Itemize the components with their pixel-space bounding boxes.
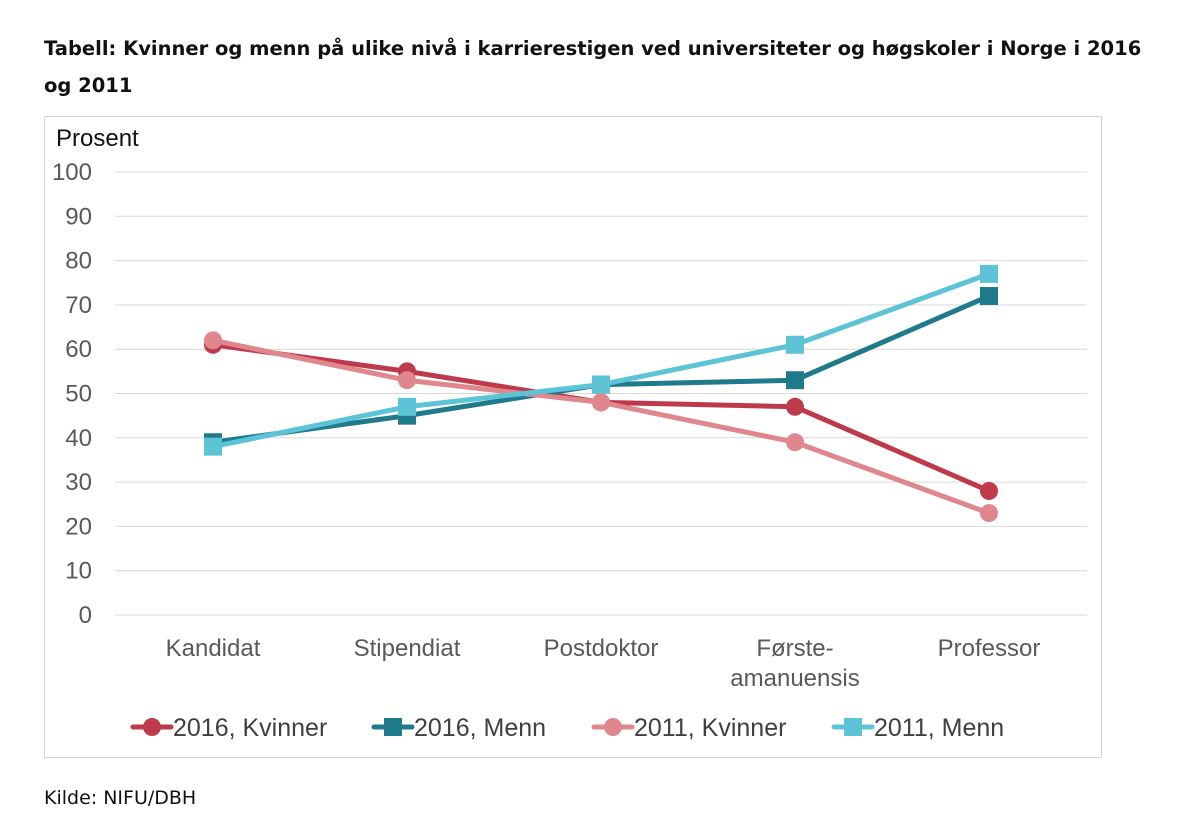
series-lines [204, 264, 998, 523]
source-note: Kilde: NIFU/DBH [44, 787, 197, 809]
legend-item: 2011, Kvinner [591, 714, 786, 742]
y-tick-label: 80 [65, 248, 92, 275]
chart-frame [44, 116, 1102, 758]
data-point [398, 397, 416, 416]
legend-item: 2016, Kvinner [130, 714, 327, 742]
data-point [786, 335, 804, 354]
x-axis-ticks: Kandidat Stipendiat Postdoktor Første-amanu… [166, 635, 1041, 692]
data-point [980, 264, 998, 283]
legend-marker [844, 718, 862, 736]
y-axis-title: Prosent [56, 125, 139, 152]
x-tick-label: Første- [756, 635, 833, 662]
x-tick-label: Stipendiat [354, 635, 461, 662]
x-tick-label: amanuensis [730, 665, 859, 692]
data-point [980, 481, 998, 500]
data-point [204, 437, 222, 456]
y-tick-label: 60 [65, 336, 92, 363]
legend-item: 2016, Menn [371, 714, 546, 742]
series-line [204, 264, 998, 456]
legend-label: 2011, Menn [874, 714, 1004, 742]
page-title: Tabell: Kvinner og menn på ulike nivå i … [44, 37, 1142, 97]
series-line [204, 331, 998, 523]
data-point [980, 504, 998, 523]
y-tick-label: 90 [65, 203, 92, 230]
y-tick-label: 20 [65, 513, 92, 540]
y-tick-label: 10 [65, 558, 92, 585]
y-tick-label: 0 [79, 602, 92, 629]
data-point [786, 433, 804, 452]
legend-marker [604, 718, 622, 736]
legend-label: 2016, Menn [414, 714, 546, 742]
y-tick-label: 30 [65, 469, 92, 496]
legend-item: 2011, Menn [831, 714, 1004, 742]
y-tick-label: 40 [65, 425, 92, 452]
data-point [980, 287, 998, 306]
legend-label: 2016, Kvinner [173, 714, 327, 742]
x-tick-label: Kandidat [166, 635, 261, 662]
y-tick-label: 100 [52, 159, 92, 186]
y-tick-label: 50 [65, 381, 92, 408]
data-point [786, 371, 804, 390]
legend-marker [384, 718, 402, 736]
legend-marker [143, 718, 161, 736]
y-axis-ticks: 0 10 20 30 40 50 60 70 80 90 100 [52, 159, 92, 629]
legend-label: 2011, Kvinner [634, 714, 786, 742]
data-point [592, 393, 610, 412]
legend: 2016, Kvinner 2016, Menn 2011, Kvinner 2011… [130, 714, 1004, 742]
data-point [786, 397, 804, 416]
data-point [592, 375, 610, 394]
y-tick-label: 70 [65, 292, 92, 319]
data-point [398, 371, 416, 390]
x-tick-label: Professor [938, 635, 1041, 662]
x-tick-label: Postdoktor [544, 635, 659, 662]
data-point [204, 331, 222, 350]
